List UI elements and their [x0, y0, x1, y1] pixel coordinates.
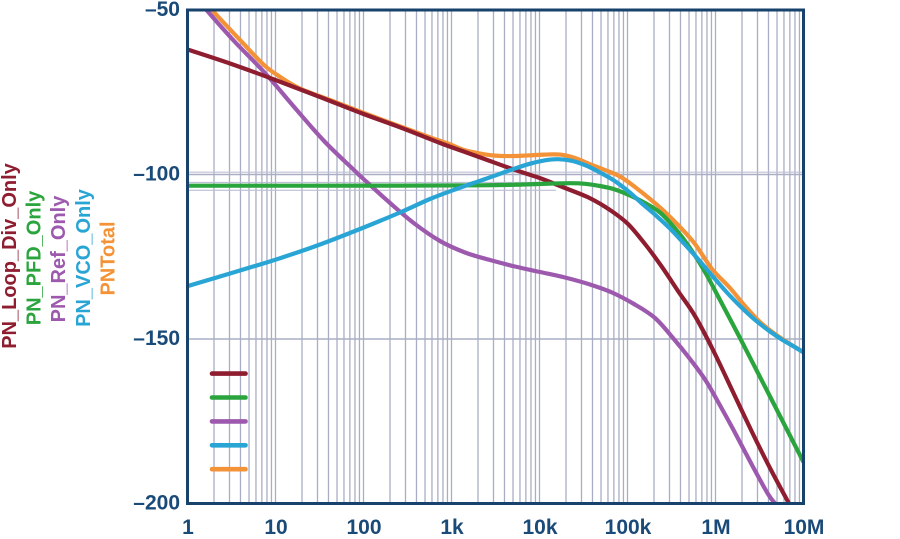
svg-text:1k: 1k — [440, 516, 464, 539]
svg-text:PN_Loop_Div_Only: PN_Loop_Div_Only — [0, 162, 21, 348]
svg-text:PN_VCO_Only: PN_VCO_Only — [73, 188, 95, 327]
svg-text:–50: –50 — [145, 0, 180, 21]
svg-text:–100: –100 — [133, 163, 180, 186]
svg-text:10M: 10M — [784, 516, 825, 539]
svg-text:1M: 1M — [701, 516, 730, 539]
svg-text:–150: –150 — [133, 327, 180, 350]
svg-text:10: 10 — [264, 516, 287, 539]
svg-text:PN_Ref_Only: PN_Ref_Only — [48, 195, 70, 323]
svg-text:10k: 10k — [522, 516, 557, 539]
svg-text:100: 100 — [346, 516, 381, 539]
svg-text:100k: 100k — [605, 516, 652, 539]
svg-text:PNTotal: PNTotal — [97, 221, 119, 295]
svg-text:1: 1 — [182, 516, 194, 539]
svg-text:PN_PFD_Only: PN_PFD_Only — [24, 190, 46, 325]
svg-text:–200: –200 — [133, 492, 180, 515]
